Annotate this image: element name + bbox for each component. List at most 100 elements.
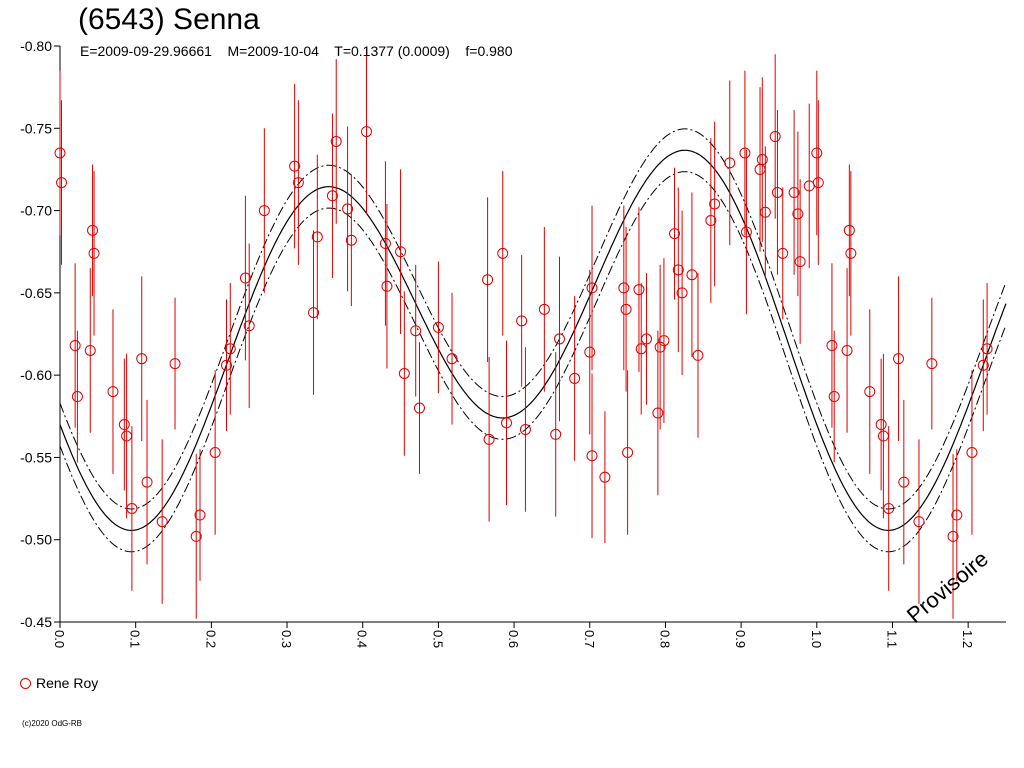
data-point xyxy=(398,367,410,379)
data-point xyxy=(141,476,153,488)
x-tick-label: 0.0 xyxy=(52,630,67,648)
data-point xyxy=(289,160,301,172)
data-point xyxy=(258,205,270,217)
x-tick-label: 0.9 xyxy=(733,630,748,648)
data-point xyxy=(88,247,100,259)
data-point xyxy=(966,446,978,458)
data-point xyxy=(622,446,634,458)
data-point xyxy=(724,157,736,169)
data-point xyxy=(913,516,925,528)
data-point xyxy=(224,343,236,355)
data-point xyxy=(792,208,804,220)
y-tick-label: -0.70 xyxy=(20,203,52,219)
data-point xyxy=(672,264,684,276)
data-point xyxy=(947,530,959,542)
data-point xyxy=(769,131,781,143)
data-point xyxy=(243,320,255,332)
y-tick-label: -0.55 xyxy=(20,449,52,465)
data-point xyxy=(56,177,68,189)
data-point xyxy=(69,340,81,352)
data-point xyxy=(308,307,320,319)
data-point xyxy=(599,471,611,483)
x-tick-label: 0.7 xyxy=(582,630,597,648)
data-point xyxy=(71,391,83,403)
x-tick-label: 0.2 xyxy=(203,630,218,648)
x-tick-label: 1.2 xyxy=(960,630,975,648)
data-point xyxy=(553,333,565,345)
x-tick-label: 0.4 xyxy=(355,630,370,648)
data-point xyxy=(898,476,910,488)
data-point xyxy=(641,333,653,345)
data-point xyxy=(345,234,357,246)
data-point xyxy=(843,224,855,236)
data-point xyxy=(326,190,338,202)
data-point xyxy=(497,247,509,259)
data-point xyxy=(239,272,251,284)
data-point xyxy=(126,502,138,514)
data-point xyxy=(676,287,688,299)
data-point xyxy=(864,386,876,398)
data-point xyxy=(686,269,698,281)
data-point xyxy=(432,321,444,333)
data-point xyxy=(977,359,989,371)
data-point xyxy=(828,391,840,403)
data-point xyxy=(883,502,895,514)
x-tick-label: 0.1 xyxy=(128,630,143,648)
data-point xyxy=(410,325,422,337)
data-point xyxy=(981,343,993,355)
legend: Rene Roy xyxy=(20,674,98,692)
data-point xyxy=(84,344,96,356)
y-tick-label: -0.45 xyxy=(20,614,52,630)
data-point xyxy=(633,284,645,296)
data-point xyxy=(194,509,206,521)
data-point xyxy=(413,402,425,414)
x-tick-label: 1.0 xyxy=(809,630,824,648)
data-point xyxy=(826,340,838,352)
data-point xyxy=(483,433,495,445)
data-point xyxy=(777,247,789,259)
chart-title: (6543) Senna xyxy=(78,3,260,36)
data-point xyxy=(875,419,887,431)
data-point xyxy=(669,228,681,240)
data-point xyxy=(54,147,66,159)
x-tick-label: 1.1 xyxy=(884,630,899,648)
data-point xyxy=(342,203,354,215)
data-point xyxy=(586,450,598,462)
data-point xyxy=(550,428,562,440)
data-point xyxy=(156,516,168,528)
data-point xyxy=(379,237,391,249)
data-point xyxy=(169,358,181,370)
data-point xyxy=(705,214,717,226)
data-point xyxy=(381,280,393,292)
data-point xyxy=(220,359,232,371)
data-point xyxy=(658,335,670,347)
data-point xyxy=(292,177,304,189)
data-point xyxy=(516,315,528,327)
data-point xyxy=(361,126,373,138)
data-point xyxy=(311,231,323,243)
data-point xyxy=(330,135,342,147)
data-point xyxy=(586,282,598,294)
data-point xyxy=(845,247,857,259)
data-point xyxy=(739,147,751,159)
y-tick-label: -0.75 xyxy=(20,120,52,136)
legend-marker-icon xyxy=(20,677,31,689)
data-point xyxy=(618,282,630,294)
data-point xyxy=(692,349,704,361)
data-point xyxy=(519,423,531,435)
fit-lower-band xyxy=(59,171,1007,553)
y-tick-label: -0.60 xyxy=(20,367,52,383)
data-point xyxy=(926,358,938,370)
data-point xyxy=(190,530,202,542)
legend-label: Rene Roy xyxy=(36,675,99,691)
data-point xyxy=(482,274,494,286)
data-point xyxy=(740,226,752,238)
data-point xyxy=(759,206,771,218)
x-tick-label: 0.8 xyxy=(657,630,672,648)
fit-curve xyxy=(59,149,1007,532)
data-point xyxy=(812,177,824,189)
data-point xyxy=(584,346,596,358)
data-point xyxy=(118,419,130,431)
data-point xyxy=(87,224,99,236)
